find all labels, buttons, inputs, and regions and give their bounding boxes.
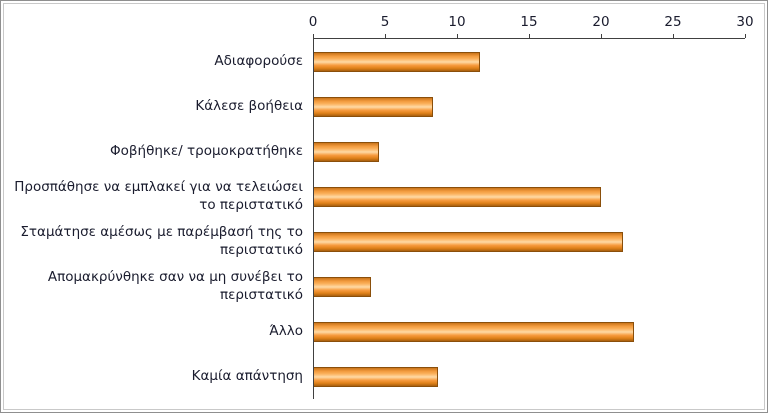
bar-row: Κάλεσε βοήθεια: [1, 84, 767, 129]
y-axis-line: [313, 38, 314, 399]
category-label: Κάλεσε βοήθεια: [195, 97, 303, 114]
category-label: Φοβήθηκε/ τρομοκρατήθηκε: [110, 142, 303, 159]
x-axis-tick-label: 20: [592, 14, 610, 30]
bar-track: [313, 354, 745, 399]
bar-row: Άλλο: [1, 309, 767, 354]
bar-row: Καμία απάντηση: [1, 354, 767, 399]
bar-track: [313, 264, 745, 309]
category-label: Καμία απάντηση: [191, 367, 303, 384]
bar: [313, 141, 380, 162]
bar: [313, 96, 433, 117]
bar-track: [313, 84, 745, 129]
bar: [313, 321, 635, 342]
category-label: Αδιαφορούσε: [214, 52, 303, 69]
bar: [313, 51, 481, 72]
axis-spacer: [1, 7, 313, 39]
x-axis-tickmark: [384, 34, 386, 38]
category-label: Άλλο: [269, 322, 303, 339]
bar-row: Φοβήθηκε/ τρομοκρατήθηκε: [1, 129, 767, 174]
bar-track: [313, 309, 745, 354]
x-axis-tickmark: [600, 34, 602, 38]
category-label: Προσπάθησε να εμπλακεί για να τελειώσει …: [14, 178, 303, 213]
bar: [313, 366, 439, 387]
bar-row: Σταμάτησε αμέσως με παρέμβασή της το περ…: [1, 219, 767, 264]
plot-area: Αδιαφορούσε Κάλεσε βοήθεια Φοβήθηκε/ τρο…: [1, 38, 767, 399]
x-axis-tickmark: [529, 34, 530, 38]
x-axis-tickmark: [456, 34, 458, 38]
bar-track: [313, 219, 745, 264]
x-axis-tick-label: 15: [520, 14, 538, 30]
x-axis-tick-label: 5: [380, 14, 390, 30]
category-label: Σταμάτησε αμέσως με παρέμβασή της το περ…: [20, 223, 303, 258]
x-axis-tick-label: 0: [308, 14, 318, 30]
category-label: Απομακρύνθηκε σαν να μη συνέβει το περισ…: [47, 268, 303, 303]
bar-track: [313, 39, 745, 84]
bar: [313, 231, 623, 252]
bar-row: Αδιαφορούσε: [1, 39, 767, 84]
bar-row: Απομακρύνθηκε σαν να μη συνέβει το περισ…: [1, 264, 767, 309]
x-axis-tick-label: 30: [736, 14, 754, 30]
x-axis-tickmark: [673, 34, 674, 38]
x-axis-tickmark: [313, 34, 314, 38]
x-axis-tick-label: 25: [664, 14, 682, 30]
bar: [313, 186, 601, 207]
x-axis-tick-label: 10: [448, 14, 466, 30]
bar-row: Προσπάθησε να εμπλακεί για να τελειώσει …: [1, 174, 767, 219]
x-axis-track: 0 5 10 15 20 25 30: [309, 7, 754, 39]
bar: [313, 276, 371, 297]
bar-track: [313, 129, 745, 174]
x-axis-tickmark: [745, 34, 746, 38]
x-axis: 0 5 10 15 20 25 30: [1, 7, 767, 39]
bar-track: [313, 174, 745, 219]
